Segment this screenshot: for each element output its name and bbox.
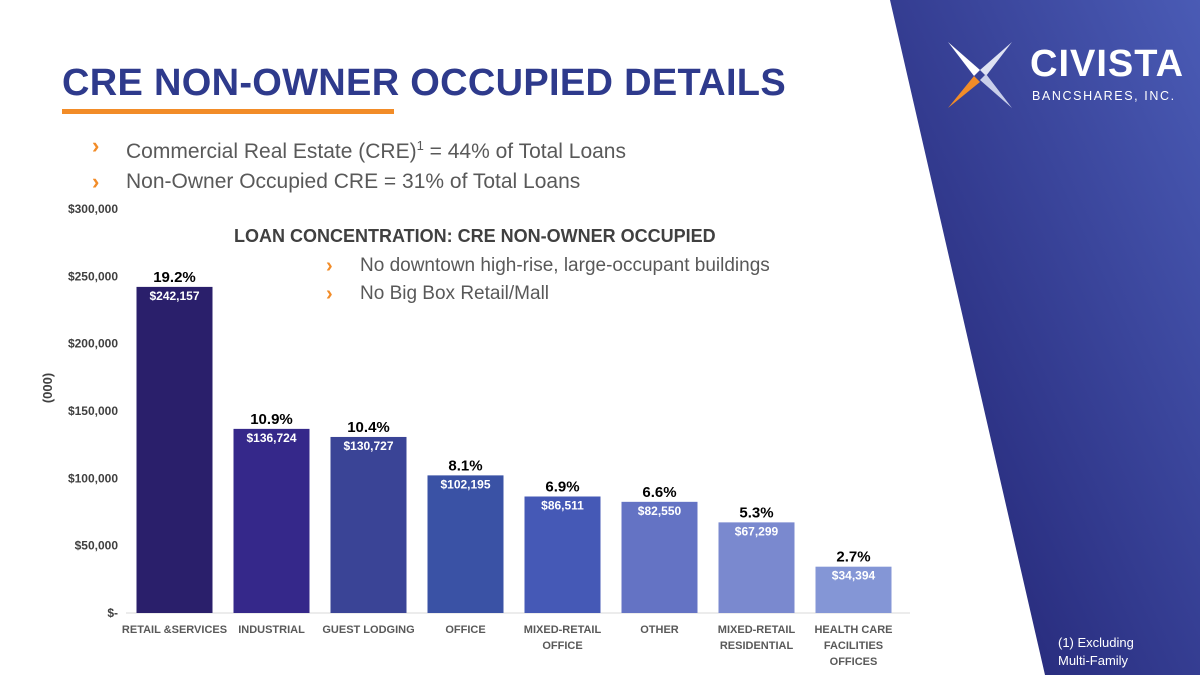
bullet-non-owner-share: › Non-Owner Occupied CRE = 31% of Total L… xyxy=(92,167,626,197)
chart-subheading: LOAN CONCENTRATION: CRE NON-OWNER OCCUPI… xyxy=(234,226,716,246)
x-tick-label: MIXED-RETAIL xyxy=(524,624,602,636)
bullet-no-high-rise: › No downtown high-rise, large-occupant b… xyxy=(326,252,770,280)
x-tick-label: OFFICES xyxy=(830,656,878,668)
bar-percent-label: 6.6% xyxy=(642,484,676,501)
bar-value-label: $136,724 xyxy=(246,431,296,445)
footnote-line: (1) Excluding xyxy=(1058,635,1134,650)
bar xyxy=(233,428,310,613)
bar xyxy=(621,501,698,613)
bullet-text: No Big Box Retail/Mall xyxy=(360,283,550,304)
bullet-text: No downtown high-rise, large-occupant bu… xyxy=(360,255,770,276)
bullet-text: Non-Owner Occupied CRE = 31% of Total Lo… xyxy=(126,170,581,193)
bullet-cre-share: › Commercial Real Estate (CRE)1 = 44% of … xyxy=(92,131,626,167)
bar-percent-label: 19.2% xyxy=(153,269,196,286)
x-tick-label: OFFICE xyxy=(445,624,485,636)
y-tick-label: $100,000 xyxy=(68,471,118,485)
bar xyxy=(330,436,407,613)
civista-star-icon xyxy=(948,42,1012,108)
summary-bullets: › Commercial Real Estate (CRE)1 = 44% of … xyxy=(92,131,626,197)
bullet-text-tail: = 44% of Total Loans xyxy=(423,140,626,163)
bullet-chevron-icon: › xyxy=(326,255,333,277)
x-axis-tick-labels: RETAIL &SERVICES INDUSTRIAL GUEST LODGING O… xyxy=(122,624,893,668)
bar-percent-label: 10.4% xyxy=(347,419,390,436)
bar xyxy=(524,496,601,613)
logo-subtitle: BANCSHARES, INC. xyxy=(1032,89,1176,103)
x-tick-label: INDUSTRIAL xyxy=(238,624,305,636)
civista-logo: CIVISTA BANCSHARES, INC. xyxy=(944,40,1184,110)
y-tick-label: $- xyxy=(107,606,118,620)
bullet-chevron-icon: › xyxy=(326,283,333,305)
bar xyxy=(427,475,504,613)
bullet-chevron-icon: › xyxy=(92,169,100,194)
x-tick-label: HEALTH CARE xyxy=(814,624,892,636)
x-tick-label: GUEST LODGING xyxy=(322,624,414,636)
bar-percent-label: 6.9% xyxy=(545,478,579,495)
logo-wordmark: CIVISTA xyxy=(1030,43,1185,85)
title-underline xyxy=(62,109,394,114)
page-title: CRE NON-OWNER OCCUPIED DETAILS xyxy=(62,62,786,104)
x-tick-label: FACILITIES xyxy=(824,640,883,652)
concentration-bullets: › No downtown high-rise, large-occupant b… xyxy=(326,252,770,308)
bar-value-label: $86,511 xyxy=(541,498,584,512)
bar-percent-label: 5.3% xyxy=(739,504,773,521)
bar xyxy=(136,286,213,613)
x-tick-label: MIXED-RETAIL xyxy=(718,624,796,636)
y-tick-label: $50,000 xyxy=(75,539,119,553)
bar-percent-label: 8.1% xyxy=(448,457,482,474)
footnote-line: Multi-Family xyxy=(1058,653,1129,668)
y-tick-label: $150,000 xyxy=(68,404,118,418)
x-tick-label: OFFICE xyxy=(542,640,582,652)
x-tick-label: OTHER xyxy=(640,624,679,636)
bullet-no-big-box: › No Big Box Retail/Mall xyxy=(326,280,770,308)
footnote: (1) Excluding Multi-Family xyxy=(1058,634,1134,670)
y-tick-label: $250,000 xyxy=(68,269,118,283)
bar-value-label: $242,157 xyxy=(149,289,199,303)
bar xyxy=(718,522,795,613)
bullet-text: Commercial Real Estate (CRE) xyxy=(126,140,417,163)
bar-value-label: $102,195 xyxy=(440,477,490,491)
bar-percent-label: 2.7% xyxy=(836,549,870,566)
x-tick-label: RETAIL &SERVICES xyxy=(122,624,227,636)
y-axis-label: (000) xyxy=(40,373,55,403)
footnote-marker: 1 xyxy=(416,138,424,153)
y-axis-tick-labels: $- $50,000 $100,000 $150,000 $200,000 $250,00… xyxy=(68,202,118,620)
x-tick-label: RESIDENTIAL xyxy=(720,640,794,652)
bar-value-label: $34,394 xyxy=(832,569,876,583)
bar-value-label: $67,299 xyxy=(735,524,779,538)
bar xyxy=(815,566,892,613)
bars: $242,157 19.2% $136,724 10.9% $130,727 10.4% $… xyxy=(136,269,892,613)
bar-value-label: $130,727 xyxy=(343,439,393,453)
bar-percent-label: 10.9% xyxy=(250,411,293,428)
bar-value-label: $82,550 xyxy=(638,504,682,518)
y-tick-label: $300,000 xyxy=(68,202,118,216)
y-tick-label: $200,000 xyxy=(68,337,118,351)
bullet-chevron-icon: › xyxy=(92,133,100,158)
